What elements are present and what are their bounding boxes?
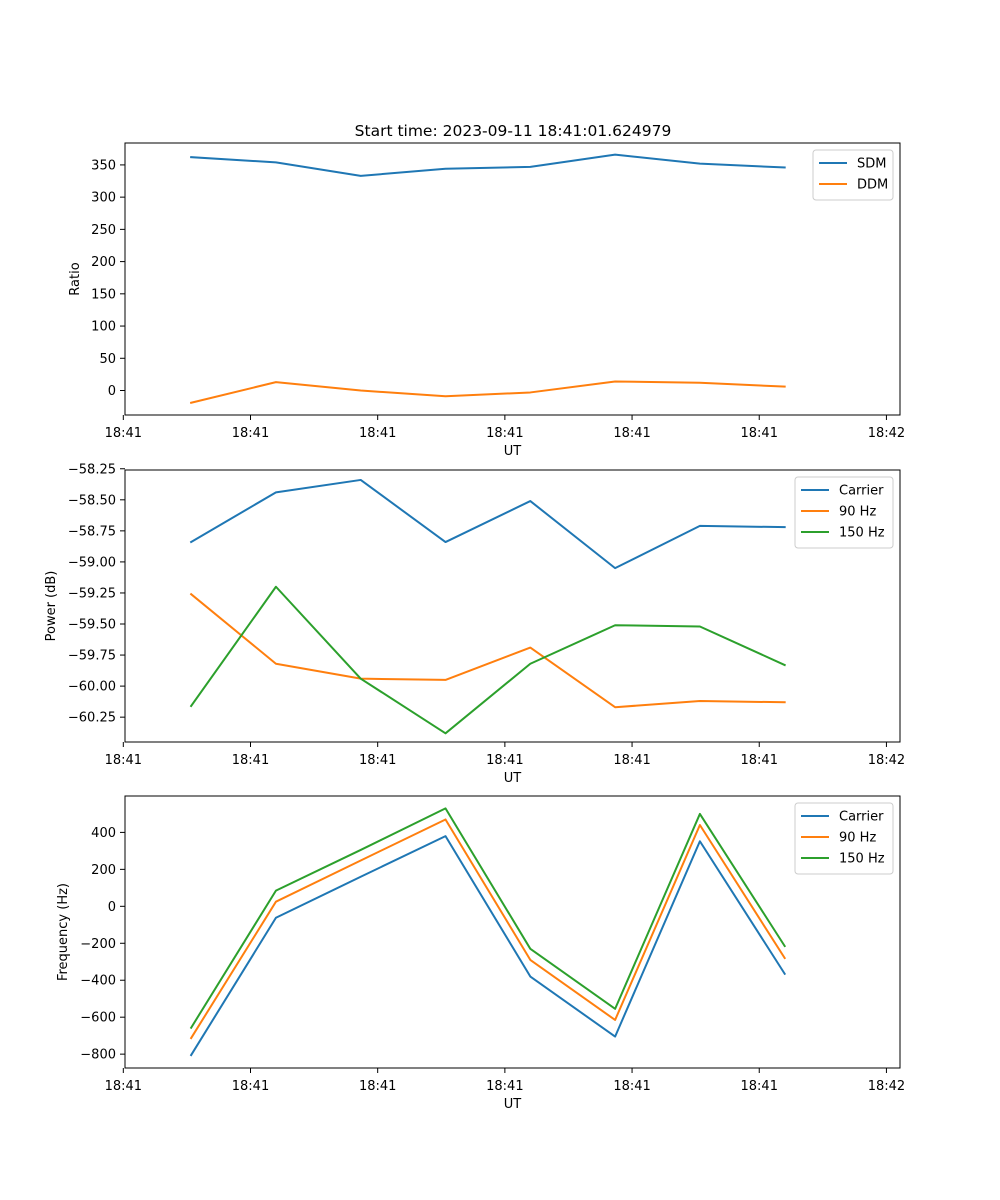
x-tick-label: 18:41 xyxy=(105,426,142,441)
x-tick-label: 18:41 xyxy=(359,1079,396,1094)
x-tick-label: 18:42 xyxy=(868,1079,905,1094)
figure-title: Start time: 2023-09-11 18:41:01.624979 xyxy=(355,122,672,140)
y-tick-label: −58.75 xyxy=(68,524,116,539)
series-line-90-hz xyxy=(189,592,786,709)
x-axis-label: UT xyxy=(504,771,522,786)
legend-label-carrier: Carrier xyxy=(839,484,884,499)
x-tick-label: 18:41 xyxy=(486,753,523,768)
y-tick-label: 0 xyxy=(108,900,116,915)
x-tick-label: 18:41 xyxy=(359,426,396,441)
plots-container: 18:41 18:41 18:41 18:41 18:41 18:41 18:42 0 50 10… xyxy=(44,142,905,1112)
chart-panel-3: 18:41 18:41 18:41 18:41 18:41 18:41 18:42 −800 −… xyxy=(56,795,905,1112)
y-tick-label: −59.00 xyxy=(68,555,116,570)
legend-label-carrier: Carrier xyxy=(839,810,884,825)
x-tick-label: 18:42 xyxy=(868,426,905,441)
legend: Carrier 90 Hz 150 Hz xyxy=(794,802,894,875)
x-tick-label: 18:41 xyxy=(741,753,778,768)
series-line-sdm xyxy=(190,153,786,177)
x-tick-label: 18:41 xyxy=(486,426,523,441)
y-tick-label: −600 xyxy=(80,1011,116,1026)
x-tick-label: 18:41 xyxy=(741,1079,778,1094)
axes-frame xyxy=(124,142,901,416)
legend-label-90-hz: 90 Hz xyxy=(839,831,876,846)
chart-panel-2: 18:41 18:41 18:41 18:41 18:41 18:41 18:42 −60.2… xyxy=(44,462,905,786)
axes-frame xyxy=(124,469,901,743)
y-tick-label: −200 xyxy=(80,937,116,952)
legend: Carrier 90 Hz 150 Hz xyxy=(794,476,894,549)
x-tick-label: 18:41 xyxy=(105,753,142,768)
x-tick-label: 18:41 xyxy=(232,426,269,441)
legend-label-sdm: SDM xyxy=(857,157,886,172)
x-tick-label: 18:41 xyxy=(741,426,778,441)
legend-label-90-hz: 90 Hz xyxy=(839,505,876,520)
y-tick-label: 50 xyxy=(99,352,116,367)
x-tick-label: 18:42 xyxy=(868,753,905,768)
x-tick-label: 18:41 xyxy=(613,426,650,441)
x-tick-label: 18:41 xyxy=(486,1079,523,1094)
y-axis-label: Power (dB) xyxy=(44,571,59,642)
legend: SDM DDM xyxy=(812,149,894,201)
y-tick-label: 0 xyxy=(108,384,116,399)
x-tick-label: 18:41 xyxy=(613,753,650,768)
x-tick-label: 18:41 xyxy=(232,753,269,768)
y-tick-label: −59.75 xyxy=(68,649,116,664)
y-tick-label: −60.00 xyxy=(68,680,116,695)
y-tick-label: −58.50 xyxy=(68,493,116,508)
y-tick-label: 200 xyxy=(91,255,116,270)
y-tick-label: 250 xyxy=(91,223,116,238)
legend-box xyxy=(794,476,894,549)
y-tick-label: −60.25 xyxy=(68,711,116,726)
y-tick-label: −400 xyxy=(80,974,116,989)
axes-frame xyxy=(124,795,901,1069)
x-axis-label: UT xyxy=(504,1097,522,1112)
series-line-carrier xyxy=(189,478,786,570)
y-tick-label: −59.50 xyxy=(68,618,116,633)
x-tick-label: 18:41 xyxy=(105,1079,142,1094)
legend-label-150-hz: 150 Hz xyxy=(839,526,885,541)
y-axis-label: Frequency (Hz) xyxy=(56,883,71,981)
y-tick-label: 300 xyxy=(91,191,116,206)
y-tick-label: 350 xyxy=(91,158,116,173)
y-tick-label: −59.25 xyxy=(68,586,116,601)
x-tick-label: 18:41 xyxy=(232,1079,269,1094)
y-tick-label: 200 xyxy=(91,863,116,878)
y-tick-label: 100 xyxy=(91,320,116,335)
y-tick-label: −58.25 xyxy=(68,462,116,477)
y-tick-label: 150 xyxy=(91,287,116,302)
y-tick-label: −800 xyxy=(80,1048,116,1063)
series-line-ddm xyxy=(189,380,786,404)
series-line-carrier xyxy=(189,835,787,1057)
series-line-150-hz xyxy=(189,807,787,1030)
x-axis-label: UT xyxy=(504,444,522,459)
series-line-90-hz xyxy=(189,818,787,1040)
legend-box xyxy=(794,802,894,875)
y-axis-label: Ratio xyxy=(68,262,83,295)
x-tick-label: 18:41 xyxy=(613,1079,650,1094)
x-tick-label: 18:41 xyxy=(359,753,396,768)
legend-label-150-hz: 150 Hz xyxy=(839,852,885,867)
y-tick-label: 400 xyxy=(91,826,116,841)
chart-panel-1: 18:41 18:41 18:41 18:41 18:41 18:41 18:42 0 50 10… xyxy=(68,142,905,459)
series-line-150-hz xyxy=(189,585,787,735)
legend-label-ddm: DDM xyxy=(857,178,888,193)
